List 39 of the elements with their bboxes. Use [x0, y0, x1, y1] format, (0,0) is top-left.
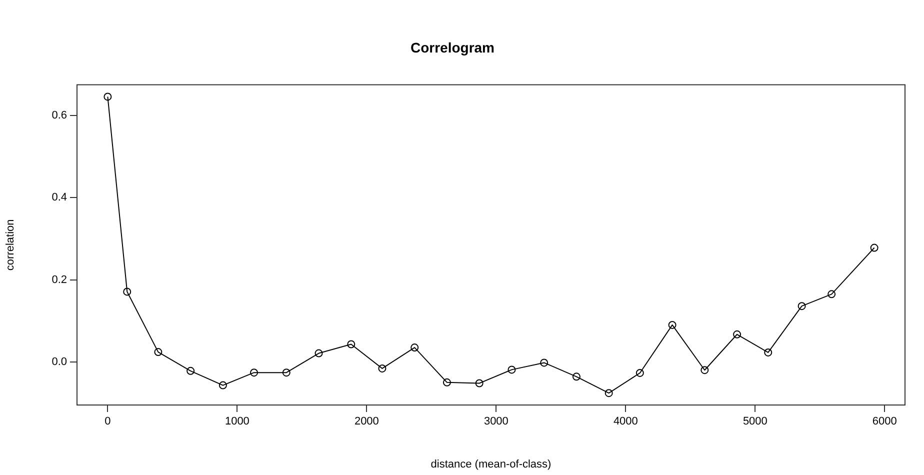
point [604, 389, 613, 398]
point [636, 368, 644, 377]
x-tick-label: 5000 [742, 416, 768, 428]
y-tick-label: 0.6 [52, 110, 67, 122]
point [572, 372, 580, 381]
point [282, 368, 290, 377]
y-tick-label: 0.4 [52, 192, 67, 204]
point [475, 379, 484, 388]
point [870, 244, 878, 252]
point [154, 348, 162, 356]
point [123, 288, 132, 296]
point [798, 302, 806, 310]
point [828, 290, 836, 298]
point [378, 364, 386, 372]
x-axis-title: distance (mean-of-class) [430, 458, 552, 470]
point [764, 348, 772, 356]
point [250, 368, 258, 377]
y-tick-label: 0.2 [52, 274, 67, 286]
x-tick-label: 6000 [872, 416, 897, 428]
point [347, 340, 356, 348]
x-tick-label: 1000 [224, 416, 250, 428]
x-tick-label: 2000 [354, 416, 379, 428]
point [700, 366, 709, 374]
point [104, 92, 112, 101]
y-tick-label: 0.0 [52, 356, 67, 368]
y-axis-title: correlation [4, 219, 17, 271]
point [733, 330, 742, 338]
point [442, 378, 451, 386]
point [186, 366, 195, 375]
point [508, 366, 516, 374]
x-tick-label: 3000 [484, 416, 508, 428]
x-tick-label: 0 [104, 416, 111, 428]
point [314, 349, 323, 358]
chart-title: Correlogram [410, 39, 495, 56]
point [668, 320, 676, 329]
point [410, 344, 419, 352]
point [540, 358, 548, 367]
point [218, 381, 227, 390]
x-tick-label: 4000 [613, 416, 638, 428]
